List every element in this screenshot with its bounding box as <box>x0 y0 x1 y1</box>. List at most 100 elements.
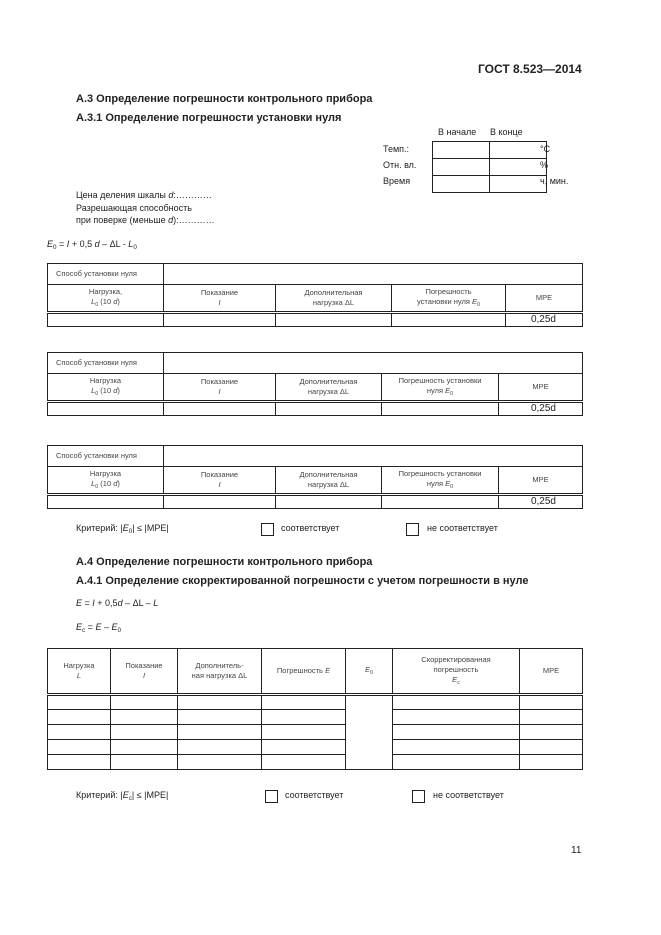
data-cell[interactable] <box>275 401 382 416</box>
header-line: Показание <box>166 377 273 387</box>
data-cell[interactable] <box>163 494 276 509</box>
criterion-1-yes-checkbox[interactable] <box>261 523 274 536</box>
header-line: MPE <box>508 293 580 303</box>
data-cell[interactable] <box>47 739 111 755</box>
data-cell[interactable] <box>391 312 506 327</box>
data-cell[interactable] <box>177 694 262 710</box>
zero-method-input[interactable] <box>163 352 583 374</box>
data-cell[interactable] <box>381 401 499 416</box>
text-segment: = <box>56 239 67 249</box>
env-input-cell[interactable] <box>489 175 547 193</box>
section-a4-title: А.4 Определение погрешности контрольного… <box>76 556 373 568</box>
data-cell[interactable] <box>392 694 520 710</box>
data-cell[interactable] <box>177 739 262 755</box>
criterion-2-yes-checkbox[interactable] <box>265 790 278 803</box>
data-cell[interactable] <box>275 312 392 327</box>
data-cell[interactable] <box>163 401 276 416</box>
scale-division-label: Цена деления шкалы <box>76 190 169 200</box>
column-header: E0 <box>345 648 393 696</box>
text-segment: ) <box>117 385 120 395</box>
criterion-1-yes-label: соответствует <box>281 523 340 533</box>
text-segment: 0 <box>53 244 57 251</box>
data-cell[interactable] <box>47 494 164 509</box>
data-cell[interactable] <box>519 694 583 710</box>
header-line: нагрузка ΔL <box>278 387 379 397</box>
text-segment: 0 <box>450 390 454 397</box>
data-cell[interactable] <box>163 312 276 327</box>
data-cell[interactable] <box>519 709 583 725</box>
text-segment: L <box>128 239 134 249</box>
column-header: Дополнительная нагрузка ΔL <box>275 466 382 496</box>
data-cell[interactable] <box>177 724 262 740</box>
text-segment: нагрузка ΔL <box>307 387 350 396</box>
text-segment: I <box>92 598 95 608</box>
data-cell[interactable] <box>110 709 178 725</box>
column-header: Дополнительная нагрузка ΔL <box>275 284 392 314</box>
env-input-cell[interactable] <box>489 158 547 176</box>
text-segment: E <box>452 674 458 684</box>
text-segment: (10 <box>98 478 114 488</box>
mpe-value: 0,25d <box>505 312 583 327</box>
header-line: L0 (10 d) <box>50 386 161 399</box>
data-cell[interactable] <box>392 724 520 740</box>
text-segment: E <box>76 622 83 632</box>
data-cell[interactable] <box>519 724 583 740</box>
text-segment: – ΔL – <box>122 598 154 608</box>
criterion-2-no-checkbox[interactable] <box>412 790 425 803</box>
data-cell[interactable] <box>47 724 111 740</box>
text-segment: MPE <box>542 666 560 675</box>
data-cell[interactable] <box>110 754 178 770</box>
data-cell[interactable] <box>519 739 583 755</box>
column-header: Нагрузка L0 (10 d) <box>47 466 164 496</box>
formula-e0: E0 = I + 0,5 d – ΔL - L0 <box>47 239 137 251</box>
table-row: 0,25d <box>47 401 583 416</box>
env-input-cell[interactable] <box>432 141 490 159</box>
env-input-cell[interactable] <box>489 141 547 159</box>
data-cell[interactable] <box>47 709 111 725</box>
data-cell[interactable] <box>392 739 520 755</box>
env-input-cell[interactable] <box>432 158 490 176</box>
data-cell[interactable] <box>261 694 346 710</box>
e0-merged-cell[interactable] <box>345 694 393 770</box>
data-cell[interactable] <box>261 739 346 755</box>
text-segment: MPE <box>535 293 553 302</box>
data-cell[interactable] <box>261 724 346 740</box>
text-segment: 0 <box>133 244 137 251</box>
data-cell[interactable] <box>177 709 262 725</box>
data-cell[interactable] <box>47 694 111 710</box>
header-line: Нагрузка <box>50 469 161 479</box>
zero-method-input[interactable] <box>163 445 583 467</box>
text-segment: 0 <box>95 390 99 397</box>
data-cell[interactable] <box>261 754 346 770</box>
criterion-1-no-checkbox[interactable] <box>406 523 419 536</box>
env-col-start: В начале <box>438 127 477 137</box>
data-cell[interactable] <box>177 754 262 770</box>
text-segment: E <box>47 239 54 249</box>
section-a3-title: А.3 Определение погрешности контрольного… <box>76 93 373 105</box>
data-cell[interactable] <box>381 494 499 509</box>
data-cell[interactable] <box>392 709 520 725</box>
text-segment: E <box>111 622 118 632</box>
text-segment: d <box>113 296 118 306</box>
scale-division-blank: :………… <box>173 190 212 200</box>
header-line: нагрузка ΔL <box>278 480 379 490</box>
data-cell[interactable] <box>519 754 583 770</box>
text-segment: Нагрузка <box>89 375 122 385</box>
header-line: I <box>113 671 175 681</box>
data-cell[interactable] <box>47 754 111 770</box>
column-header: Нагрузка L0 (10 d) <box>47 373 164 403</box>
data-cell[interactable] <box>110 739 178 755</box>
data-cell[interactable] <box>392 754 520 770</box>
data-cell[interactable] <box>110 694 178 710</box>
data-cell[interactable] <box>110 724 178 740</box>
zero-method-input[interactable] <box>163 263 583 285</box>
data-cell[interactable] <box>275 494 382 509</box>
text-segment: E <box>472 296 478 306</box>
data-cell[interactable] <box>47 401 164 416</box>
column-header: MPE <box>519 648 583 696</box>
standard-number: ГОСТ 8.523—2014 <box>478 62 582 76</box>
env-input-cell[interactable] <box>432 175 490 193</box>
text-segment: нагрузка ΔL <box>307 480 350 489</box>
data-cell[interactable] <box>47 312 164 327</box>
data-cell[interactable] <box>261 709 346 725</box>
